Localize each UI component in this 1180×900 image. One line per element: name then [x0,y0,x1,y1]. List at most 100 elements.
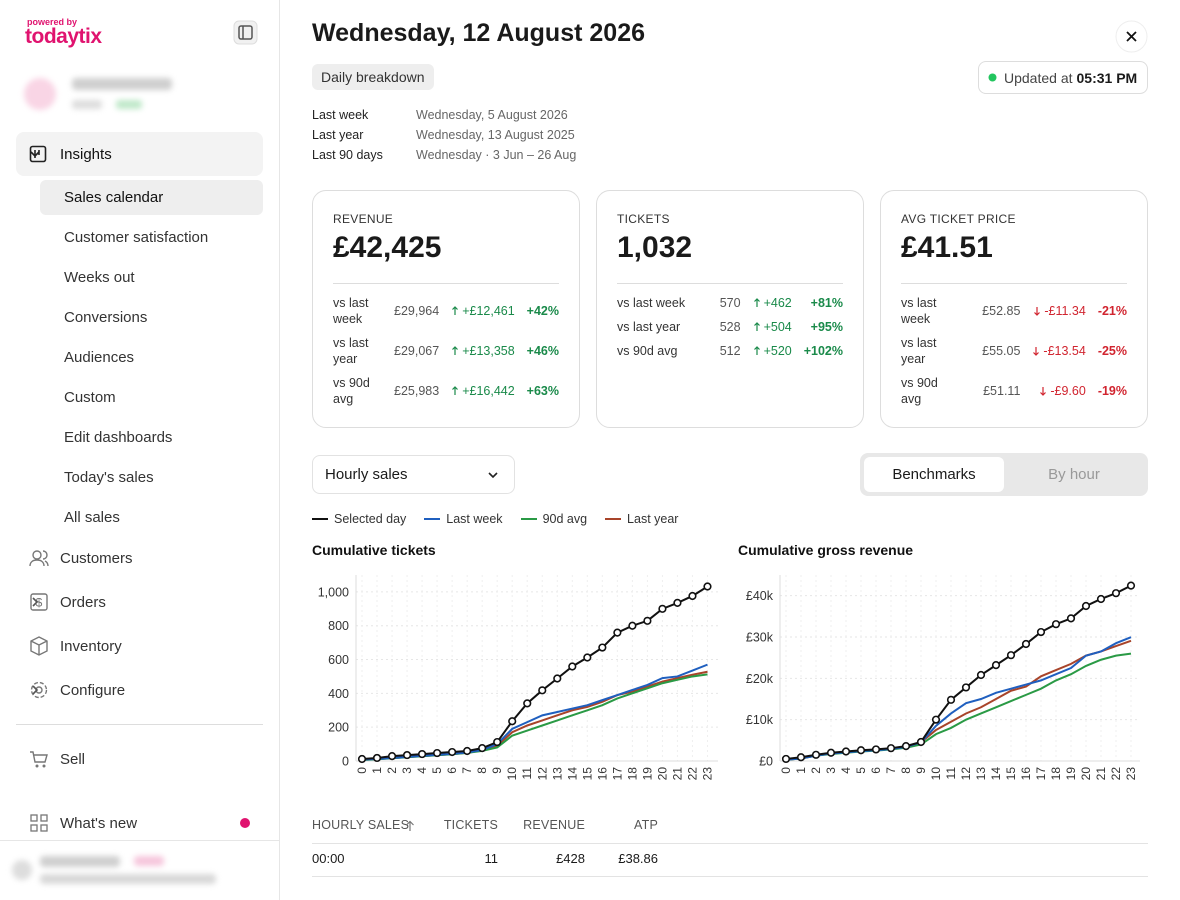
point [946,695,956,704]
sort-icon [406,820,414,831]
point [811,750,821,759]
comparison-date: Wednesday, 5 August 2026 [416,108,568,122]
nav-inventory[interactable]: Inventory [16,626,263,666]
point [448,747,457,757]
point [387,751,397,761]
row-delta: -£13.54 [1032,344,1086,358]
column-header[interactable]: REVENUE [523,818,585,832]
point [991,661,1001,670]
tab-active[interactable]: Benchmarks [864,457,1004,492]
y-tick-label: 1,000 [318,585,349,599]
column-header[interactable]: TICKETS [443,818,498,832]
trend-arrow [753,346,760,355]
point [688,591,697,601]
divider [901,283,1127,284]
trend-arrow [753,298,760,307]
x-tick-label: 14 [989,767,1003,781]
point [463,746,472,756]
x-tick-label: 17 [1034,767,1048,781]
row-pct: +102% [803,344,843,358]
point [841,747,851,756]
nav-sub-item[interactable]: Today's sales [64,469,154,486]
point [901,742,911,751]
divider [312,843,1148,844]
nav-insights[interactable]: Insights [16,132,263,176]
point [1111,589,1121,598]
nav-sub-item[interactable]: Audiences [64,349,135,366]
x-tick-label: 18 [1049,767,1063,781]
x-tick-label: 6 [445,767,459,774]
point [703,582,712,591]
x-tick-label: 9 [490,767,504,774]
chart-dropdown[interactable]: Hourly sales [312,455,515,494]
x-tick-label: 11 [944,767,958,780]
row-base: £29,964 [394,304,440,318]
nav-sub-item[interactable]: Conversions [64,309,148,326]
nav-sub-item[interactable]: Edit dashboards [64,429,173,446]
nav-sub-item[interactable]: All sales [64,509,120,526]
series-line [785,636,1132,761]
x-tick-label: 2 [809,767,823,774]
point [673,598,682,608]
nav-sub-item[interactable]: Weeks out [64,269,135,286]
updated-label: Updated at [1004,69,1073,86]
series-line [361,673,708,761]
nav-sub-item[interactable]: Custom [64,389,116,406]
point [508,717,517,726]
legend-swatch [424,518,441,520]
row-base: £52.85 [982,304,1021,318]
trend-arrow [452,306,459,315]
row-pct: +63% [526,384,559,398]
tab[interactable]: By hour [1048,466,1100,483]
column-header[interactable]: HOURLY SALES [312,818,410,832]
brand[interactable]: todaytix [25,25,102,48]
legend-item[interactable]: 90d avg [520,512,587,526]
point [931,715,941,724]
x-tick-label: 23 [1124,767,1138,781]
nav-label: Insights [60,145,112,163]
kpi-rows: vs last week £52.85 -£11.34 -21% vs last yea… [901,295,1127,407]
collapse-button[interactable] [233,20,258,45]
x-tick-label: 19 [640,767,654,781]
point [1126,581,1136,590]
nav-sub-item[interactable]: Sales calendar [40,180,263,215]
point [538,686,547,695]
legend-item[interactable]: Last week [424,512,503,526]
series-line [785,639,1132,761]
nav-sub-item[interactable]: Customer satisfaction [64,229,209,246]
legend-item[interactable]: Last year [605,512,678,526]
legend-item[interactable]: Selected day [312,512,406,526]
nav-sell[interactable]: Sell [16,739,263,779]
comparison-date: Wednesday · 3 Jun – 26 Aug [416,148,577,162]
divider [312,876,1148,877]
column-header[interactable]: ATP [634,818,658,832]
nav-orders[interactable]: $ Orders [16,582,263,622]
point [1021,639,1031,649]
x-tick-label: 5 [430,767,444,774]
row-pct: -25% [1097,344,1127,358]
trend-arrow [452,346,459,355]
nav-configure[interactable]: Configure [16,670,263,710]
point [886,744,896,753]
kpi-label: AVG TICKET PRICE [901,212,1016,226]
y-tick-label: £10k [746,713,774,727]
delta-value: +520 [763,344,792,358]
point [961,683,971,692]
close-button[interactable] [1115,20,1148,53]
nav-label: Configure [60,681,126,699]
row-pct: +95% [810,320,843,334]
legend-label: Last year [627,512,679,526]
nav-customers[interactable]: Customers [16,538,263,578]
trend-arrow [1033,347,1040,356]
legend-swatch [605,518,622,520]
point [856,746,866,755]
y-tick-label: £30k [746,631,774,645]
divider [16,724,263,725]
point [613,628,622,637]
row-delta: +520 [753,344,792,358]
trend-arrow [753,322,760,331]
series-line [361,585,709,760]
x-tick-label: 17 [610,767,624,781]
nav-whats-new[interactable]: What's new [16,803,263,843]
